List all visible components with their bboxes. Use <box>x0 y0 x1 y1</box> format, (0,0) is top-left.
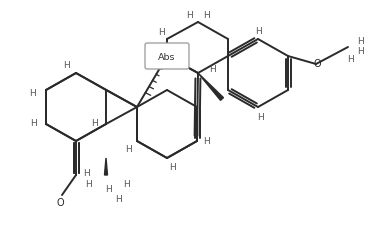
Text: H: H <box>123 180 129 189</box>
Text: H: H <box>158 27 164 36</box>
Text: H: H <box>168 163 175 172</box>
Text: H: H <box>257 112 263 121</box>
Polygon shape <box>105 158 107 175</box>
Text: H: H <box>91 118 97 127</box>
FancyBboxPatch shape <box>145 44 189 70</box>
Text: H: H <box>105 185 112 194</box>
Text: H: H <box>83 169 89 178</box>
Text: O: O <box>56 197 64 207</box>
Text: H: H <box>255 26 261 35</box>
Text: H: H <box>204 11 210 19</box>
Text: H: H <box>209 65 215 74</box>
Text: H: H <box>29 88 36 97</box>
Text: Abs: Abs <box>158 52 176 61</box>
Text: H: H <box>204 136 210 145</box>
Text: H: H <box>358 37 364 46</box>
Text: H: H <box>186 11 193 19</box>
Text: H: H <box>348 54 354 63</box>
Text: H: H <box>30 118 36 127</box>
Text: H: H <box>358 47 364 56</box>
Text: H: H <box>63 61 70 70</box>
Text: H: H <box>85 180 91 189</box>
Text: H: H <box>115 195 121 204</box>
Text: O: O <box>313 59 321 69</box>
Text: H: H <box>125 144 131 153</box>
Polygon shape <box>198 74 223 101</box>
